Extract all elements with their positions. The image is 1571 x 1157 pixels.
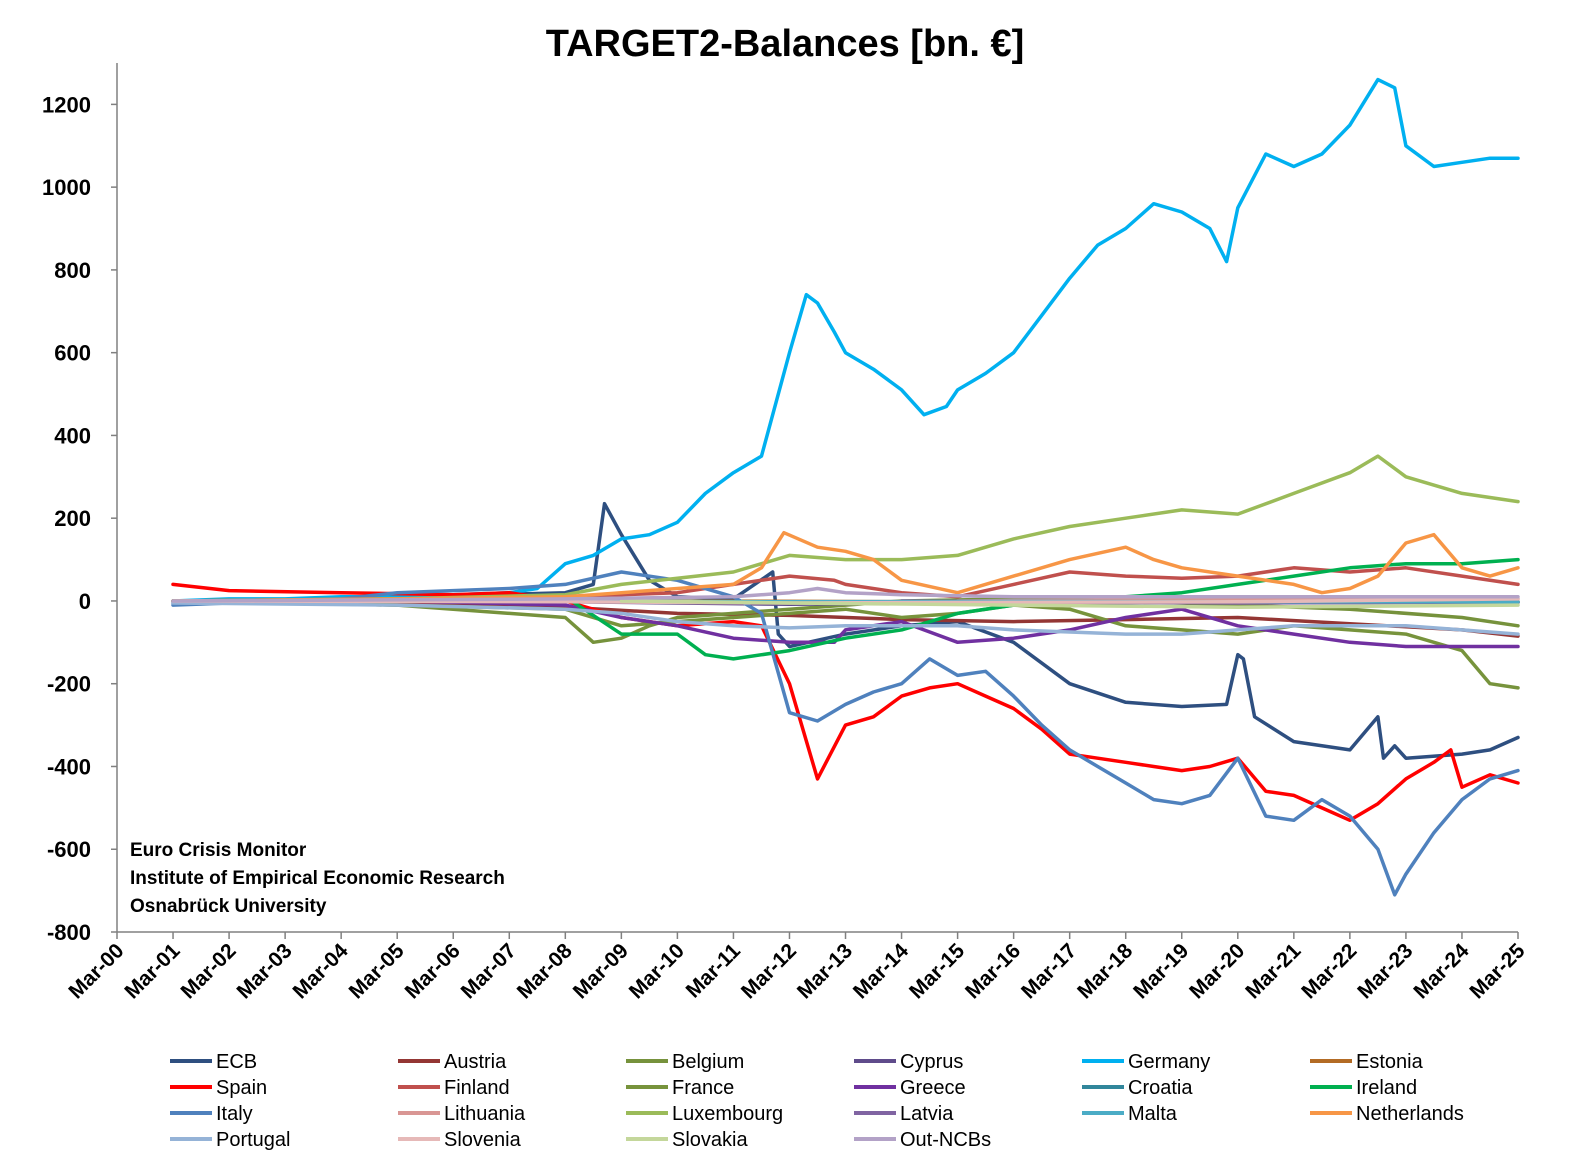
x-tick-label: Mar-07 [457, 939, 521, 1003]
series-line-luxembourg [171, 454, 1520, 603]
x-tick-label: Mar-05 [345, 939, 409, 1003]
x-tick-label: Mar-24 [1409, 939, 1473, 1003]
x-tick-label: Mar-09 [569, 939, 633, 1003]
x-tick-label: Mar-23 [1353, 939, 1417, 1003]
annotation-text: Institute of Empirical Economic Research [130, 868, 505, 889]
x-tick-label: Mar-25 [1465, 939, 1529, 1003]
x-tick-label: Mar-14 [849, 939, 913, 1003]
x-tick-label: Mar-06 [401, 939, 465, 1003]
legend-label: Ireland [1356, 1077, 1417, 1099]
chart-annotations: Euro Crisis Monitor Institute of Empirica… [130, 840, 505, 917]
legend-label: ECB [216, 1051, 257, 1073]
series-line-france [171, 599, 1520, 690]
legend-label: Lithuania [444, 1103, 526, 1125]
series-line-out-ncbs [171, 586, 1520, 603]
x-tick-label: Mar-10 [625, 939, 689, 1003]
x-tick-label: Mar-00 [64, 939, 128, 1003]
y-tick-label: 1200 [42, 92, 91, 117]
legend-label: Luxembourg [672, 1103, 783, 1125]
series-line-portugal [171, 601, 1520, 636]
y-tick-label: 200 [54, 506, 91, 531]
annotation-text: Osnabrück University [130, 896, 327, 917]
x-tick-label: Mar-02 [176, 939, 240, 1003]
series-line-spain [171, 582, 1520, 823]
series-line-netherlands [171, 530, 1520, 603]
y-tick-label: 0 [79, 589, 91, 614]
series-line-slovakia [619, 599, 1520, 609]
series-line-greece [171, 599, 1520, 649]
chart-legend: ECB Austria Belgium Cyprus Germany Estonia Spa… [170, 1051, 1464, 1151]
x-tick-label: Mar-01 [120, 939, 184, 1003]
y-tick-label: -600 [47, 837, 91, 862]
x-tick-label: Mar-15 [905, 939, 969, 1003]
legend-label: Latvia [900, 1103, 954, 1125]
series-line-italy [171, 570, 1520, 897]
legend-label: Spain [216, 1077, 267, 1099]
x-tick-label: Mar-18 [1073, 939, 1137, 1003]
legend-label: Slovakia [672, 1129, 748, 1151]
x-tick-label: Mar-22 [1297, 939, 1361, 1003]
x-tick-label: Mar-16 [961, 939, 1025, 1003]
x-tick-label: Mar-11 [682, 939, 746, 1003]
x-tick-label: Mar-19 [1129, 939, 1193, 1003]
y-tick-label: 400 [54, 423, 91, 448]
series-line-finland [171, 566, 1520, 603]
legend-label: Out-NCBs [900, 1129, 991, 1151]
chart-title: TARGET2-Balances [bn. €] [546, 23, 1025, 65]
legend-label: Cyprus [900, 1051, 963, 1073]
legend-label: Portugal [216, 1129, 291, 1151]
legend-label: Greece [900, 1077, 966, 1099]
legend-label: Belgium [672, 1051, 744, 1073]
y-tick-label: -800 [47, 920, 91, 945]
legend-label: Austria [444, 1051, 507, 1073]
y-tick-label: -200 [47, 672, 91, 697]
legend-label: France [672, 1077, 734, 1099]
legend-label: Slovenia [444, 1129, 522, 1151]
series-line-ireland [171, 557, 1520, 661]
legend-label: Finland [444, 1077, 510, 1099]
annotation-text: Euro Crisis Monitor [130, 840, 307, 861]
series-line-germany [171, 77, 1520, 603]
x-tick-label: Mar-21 [1241, 939, 1305, 1003]
x-tick-label: Mar-03 [233, 939, 297, 1003]
legend-label: Germany [1128, 1051, 1210, 1073]
x-tick-label: Mar-04 [289, 939, 353, 1003]
legend-label: Netherlands [1356, 1103, 1464, 1125]
legend-label: Croatia [1128, 1077, 1193, 1099]
x-tick-label: Mar-08 [513, 939, 577, 1003]
legend-label: Malta [1128, 1103, 1178, 1125]
y-tick-label: -400 [47, 754, 91, 779]
x-tick-label: Mar-17 [1017, 939, 1081, 1003]
legend-label: Italy [216, 1103, 253, 1125]
x-tick-label: Mar-20 [1185, 939, 1249, 1003]
x-tick-label: Mar-13 [793, 939, 857, 1003]
y-tick-label: 800 [54, 258, 91, 283]
y-tick-label: 1000 [42, 175, 91, 200]
legend-label: Estonia [1356, 1051, 1424, 1073]
chart-series [171, 77, 1520, 897]
y-tick-label: 600 [54, 341, 91, 366]
x-tick-label: Mar-12 [737, 939, 801, 1003]
